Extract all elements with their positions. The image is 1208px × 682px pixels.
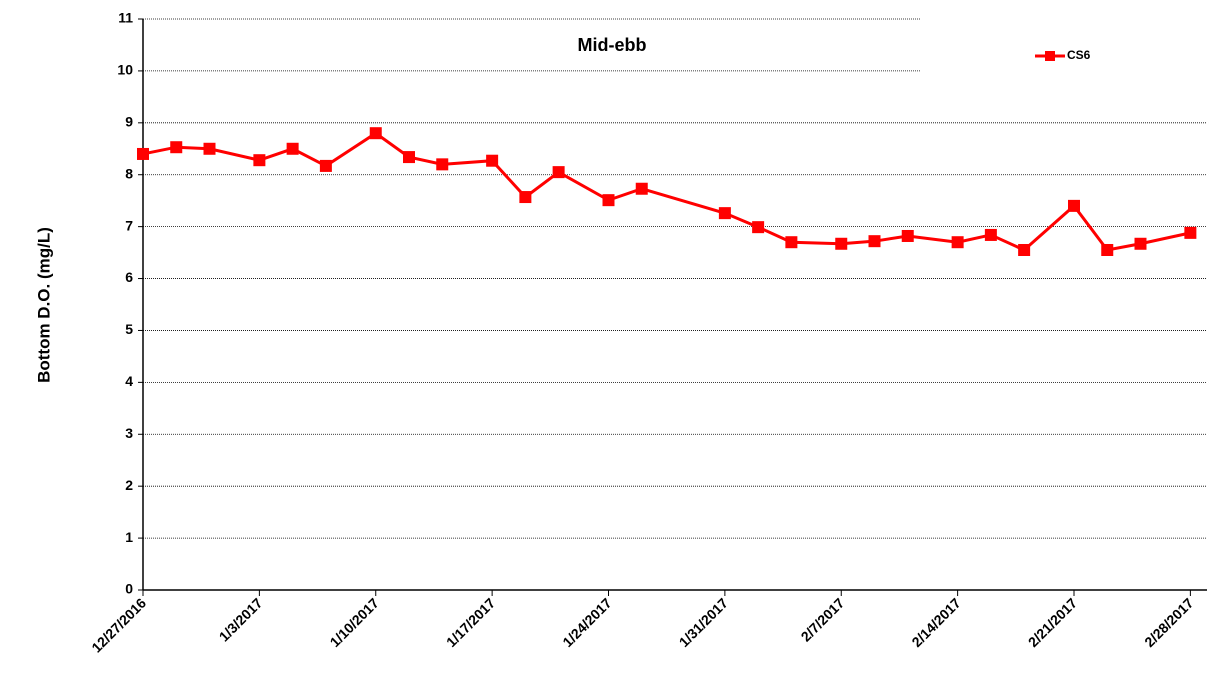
data-point — [170, 141, 183, 154]
data-point — [552, 166, 565, 179]
y-tick-label: 8 — [125, 165, 133, 181]
data-point — [137, 147, 149, 160]
data-point — [835, 237, 848, 250]
data-point — [752, 221, 765, 234]
y-tick-label: 5 — [125, 321, 133, 337]
x-tick-label: 12/27/2016 — [88, 595, 149, 656]
data-point — [486, 154, 499, 167]
x-tick-label: 2/7/2017 — [798, 595, 848, 645]
y-tick-label: 6 — [125, 269, 133, 285]
legend-marker — [1045, 51, 1055, 61]
data-point — [984, 228, 997, 241]
data-point — [951, 236, 964, 249]
y-tick-label: 9 — [125, 114, 133, 130]
x-tick-label: 1/10/2017 — [327, 595, 383, 651]
data-point — [203, 142, 216, 155]
data-point — [868, 235, 881, 248]
data-point — [1068, 199, 1080, 212]
data-point — [436, 158, 449, 171]
y-tick-label: 10 — [117, 62, 133, 78]
data-line — [142, 131, 1191, 252]
x-tick-label: 2/28/2017 — [1141, 595, 1197, 651]
y-tick-label: 7 — [125, 217, 133, 233]
data-point — [602, 194, 615, 207]
data-point — [253, 154, 266, 167]
data-point — [901, 229, 914, 242]
x-tick-label: 1/3/2017 — [216, 595, 266, 645]
y-axis-label: Bottom D.O. (mg/L) — [34, 227, 53, 383]
y-tick-label: 2 — [125, 477, 133, 493]
data-point — [403, 151, 415, 164]
y-tick-label: 1 — [125, 529, 133, 545]
data-point — [1134, 237, 1147, 250]
legend-label: CS6 — [1067, 48, 1091, 62]
y-tick-label: 0 — [125, 581, 133, 597]
y-tick-label: 4 — [125, 373, 133, 389]
y-tick-label: 3 — [125, 425, 133, 441]
data-point — [319, 159, 332, 172]
x-tick-label: 1/24/2017 — [559, 595, 615, 651]
data-point — [369, 127, 382, 140]
data-point — [718, 207, 731, 220]
data-point — [785, 236, 798, 249]
x-tick-label: 1/31/2017 — [676, 595, 732, 651]
x-tick-label: 2/14/2017 — [908, 595, 964, 651]
chart-title: Mid-ebb — [578, 35, 647, 55]
data-point — [635, 182, 648, 195]
data-point — [1101, 243, 1114, 256]
data-point — [1184, 226, 1197, 239]
data-point — [286, 142, 299, 155]
y-tick-label: 11 — [118, 10, 133, 26]
x-tick-label: 1/17/2017 — [443, 595, 499, 651]
data-point — [1018, 243, 1031, 256]
data-point — [519, 191, 532, 204]
x-tick-label: 2/21/2017 — [1025, 595, 1081, 651]
